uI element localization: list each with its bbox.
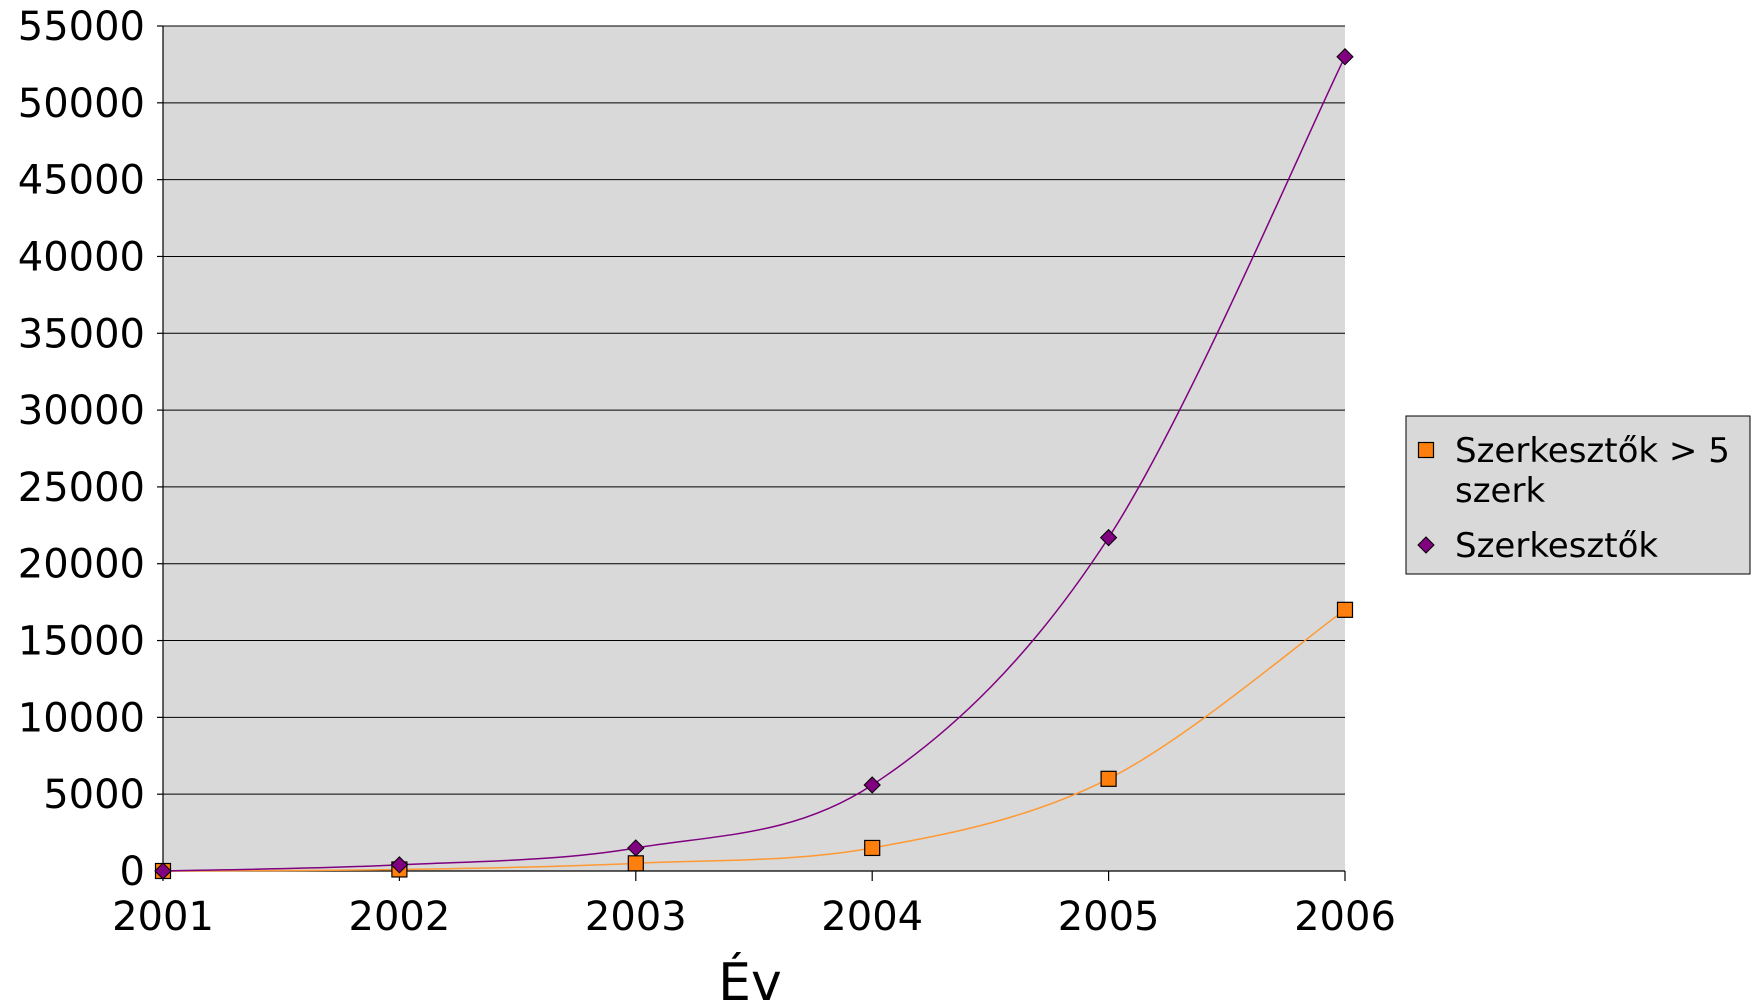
legend-label: szerk [1455, 471, 1545, 511]
x-tick-label: 2002 [349, 894, 451, 940]
data-point [1336, 601, 1354, 618]
y-tick-label: 0 [120, 849, 145, 895]
data-point [627, 855, 644, 872]
y-tick-label: 40000 [18, 234, 145, 280]
data-point [1100, 770, 1117, 787]
y-tick-label: 45000 [18, 158, 145, 204]
x-axis-title: Év [718, 952, 782, 1005]
y-tick-labels: 0 5000 10000 15000 20000 25000 30000 35000 40000… [18, 4, 145, 895]
x-tick-label: 2006 [1294, 894, 1396, 940]
y-tick-label: 50000 [18, 81, 145, 127]
legend-label: Szerkesztők > 5 [1455, 431, 1730, 471]
plot-area [163, 26, 1345, 871]
y-tick-label: 25000 [18, 465, 145, 511]
data-point [1336, 48, 1354, 66]
x-tick-label: 2005 [1058, 894, 1160, 940]
data-point [154, 862, 172, 880]
series-line [162, 609, 1346, 872]
y-tick-label: 35000 [18, 311, 145, 357]
y-tick-label: 55000 [18, 4, 145, 50]
data-point [1099, 528, 1118, 547]
y-tick-label: 20000 [18, 542, 145, 588]
y-tick-label: 30000 [18, 388, 145, 434]
x-tick-label: 2001 [112, 894, 214, 940]
series-markers [154, 48, 1354, 880]
legend-box [1405, 415, 1751, 575]
x-tick-label: 2004 [821, 894, 923, 940]
legend-marker [1417, 441, 1435, 459]
x-tick-labels: 2001 2002 2003 2004 2005 2006 [112, 894, 1396, 940]
x-tick-label: 2003 [585, 894, 687, 940]
data-point [863, 776, 881, 794]
y-tick-label: 5000 [43, 772, 145, 818]
data-point [390, 856, 409, 874]
y-tick-label: 10000 [18, 695, 145, 741]
legend-label: Szerkesztők [1455, 526, 1658, 566]
y-tick-label: 15000 [18, 619, 145, 665]
data-point [864, 839, 881, 857]
gridlines [163, 25, 1345, 795]
legend-marker [1417, 536, 1435, 554]
data-point [627, 839, 645, 857]
